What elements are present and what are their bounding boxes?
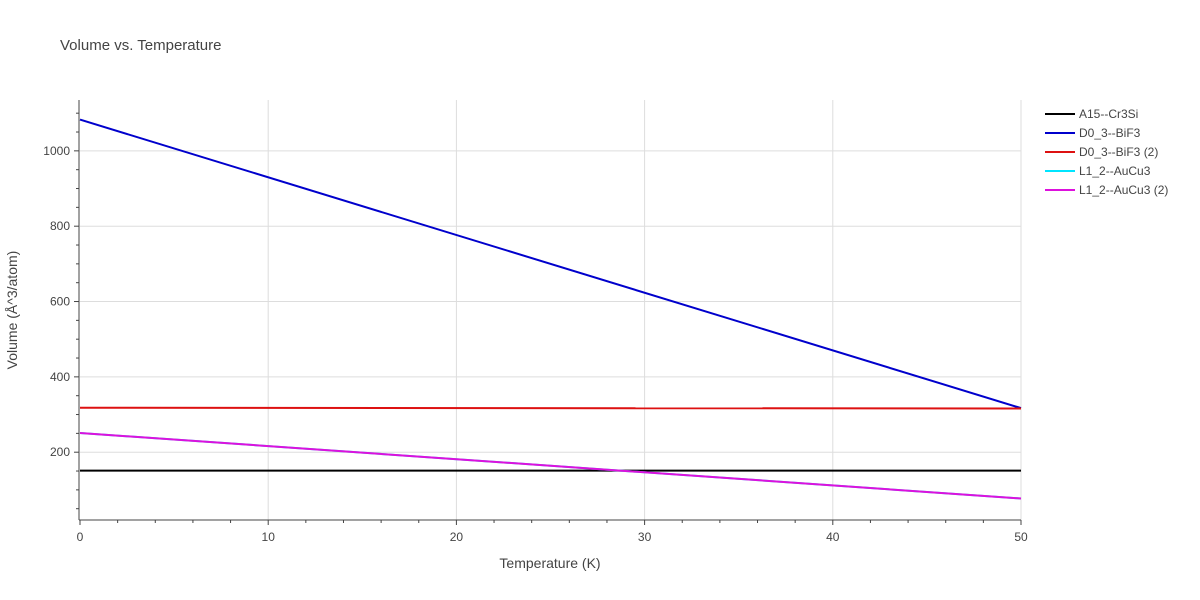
axes: 0 10 20 30 40 50 200 400 600 800 1000 [43,100,1028,544]
legend-item[interactable]: L1_2--AuCu3 [1045,164,1151,178]
series-line [79,118,1022,410]
x-tick-label: 40 [826,530,840,544]
y-tick-label: 800 [50,219,70,233]
legend-item[interactable]: D0_3--BiF3 (2) [1045,145,1158,159]
y-tick-label: 1000 [43,144,70,158]
y-axis-label: Volume (Å^3/atom) [4,251,20,370]
legend-label: L1_2--AuCu3 (2) [1079,183,1168,197]
x-tick-label: 50 [1014,530,1028,544]
grid [80,100,1022,520]
x-tick-label: 10 [262,530,276,544]
y-tick-label: 400 [50,370,70,384]
x-tick-label: 30 [638,530,652,544]
legend-label: D0_3--BiF3 (2) [1079,145,1158,159]
chart-title: Volume vs. Temperature [60,37,221,54]
series-lines [79,118,1022,500]
legend-item[interactable]: D0_3--BiF3 [1045,126,1141,140]
y-tick-label: 600 [50,295,70,309]
legend-label: A15--Cr3Si [1079,107,1138,121]
legend-item[interactable]: L1_2--AuCu3 (2) [1045,183,1168,197]
series-line [79,431,1022,500]
legend-item[interactable]: A15--Cr3Si [1045,107,1138,121]
legend: A15--Cr3Si D0_3--BiF3 D0_3--BiF3 (2) L1_2--… [1045,107,1168,197]
x-axis-label: Temperature (K) [499,555,600,571]
series-line [79,406,1022,410]
y-tick-label: 200 [50,445,70,459]
legend-label: L1_2--AuCu3 [1079,164,1151,178]
x-tick-label: 20 [450,530,464,544]
legend-label: D0_3--BiF3 [1079,126,1141,140]
x-tick-label: 0 [77,530,84,544]
